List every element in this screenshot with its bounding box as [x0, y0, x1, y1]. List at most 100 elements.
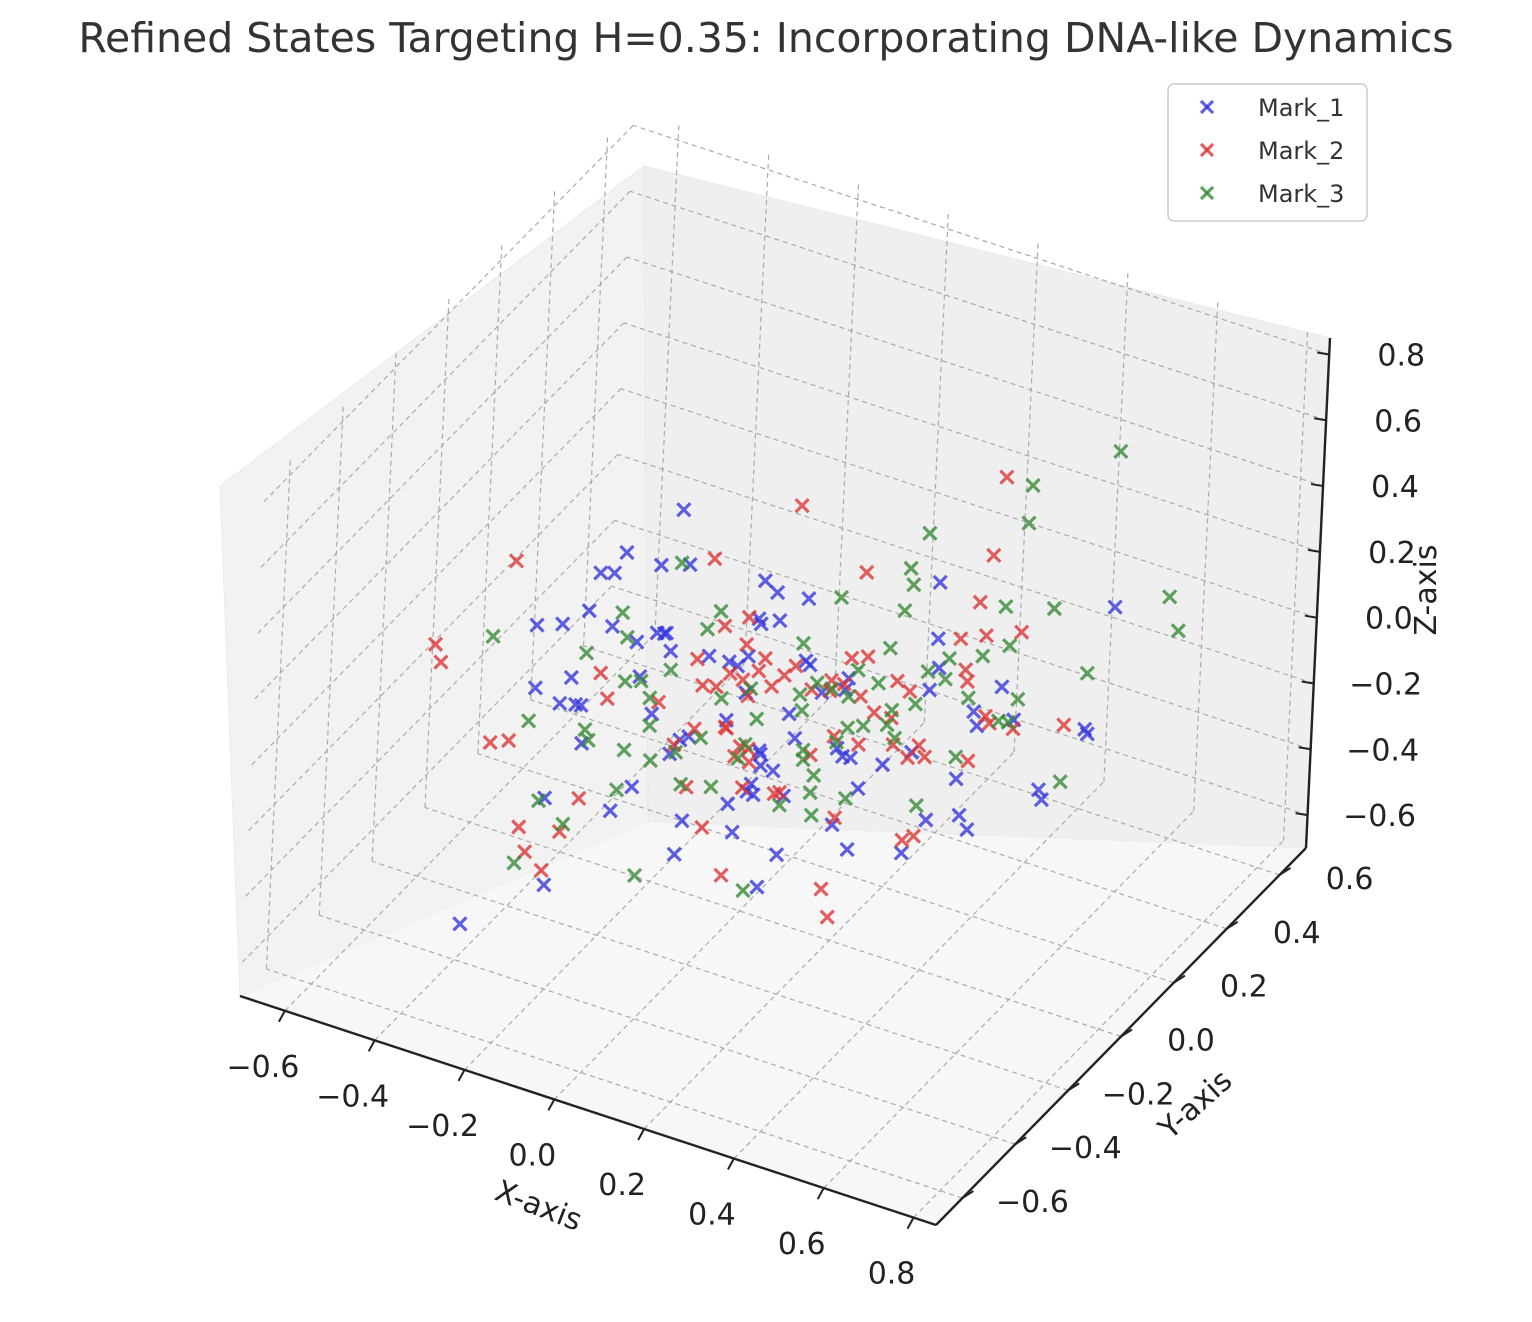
grid-line-z	[262, 125, 634, 503]
data-point	[837, 790, 854, 806]
data-point	[824, 681, 840, 697]
data-point	[1077, 721, 1093, 737]
grid-line-z	[259, 190, 631, 569]
grid-line-z	[253, 322, 625, 701]
data-point	[694, 677, 711, 694]
data-point	[673, 776, 689, 792]
data-point	[563, 669, 580, 686]
data-point	[555, 816, 571, 832]
data-point	[959, 822, 975, 838]
legend-label-mark-3: Mark_3	[1258, 180, 1344, 208]
y-tick-mark	[1067, 1082, 1080, 1092]
grid-line-x	[733, 781, 1105, 1159]
data-point	[999, 469, 1015, 485]
x-tick-label: 0.0	[508, 1138, 556, 1173]
data-point	[520, 713, 537, 729]
z-tick-label: 0.4	[1371, 470, 1419, 505]
data-point	[741, 609, 758, 625]
data-point	[787, 730, 803, 746]
x-tick-label: −0.2	[406, 1109, 479, 1144]
data-point	[604, 618, 621, 635]
data-point	[781, 706, 797, 722]
data-point	[805, 767, 822, 784]
data-point	[884, 702, 900, 718]
legend-label-mark-1: Mark_1	[1258, 94, 1344, 122]
data-point	[676, 502, 692, 518]
data-point	[663, 662, 679, 678]
data-point	[763, 678, 780, 695]
data-point	[839, 841, 855, 858]
data-point	[874, 757, 891, 773]
data-point	[745, 787, 761, 803]
data-point	[593, 665, 609, 681]
data-point	[602, 803, 618, 819]
data-point	[649, 625, 665, 641]
grid-line-x	[913, 840, 1284, 1219]
data-point	[757, 573, 774, 589]
data-point	[433, 654, 449, 670]
data-point	[951, 807, 967, 823]
data-point	[642, 690, 658, 706]
data-point	[1002, 638, 1018, 654]
x-tick-mark	[457, 1069, 466, 1082]
data-point	[617, 673, 633, 689]
grid-line-x	[1013, 241, 1039, 752]
data-point	[734, 779, 750, 796]
data-point	[922, 525, 938, 541]
data-point	[506, 855, 522, 871]
data-point	[722, 665, 738, 682]
z-tick-mark	[1310, 483, 1324, 488]
x-tick-label: 0.4	[688, 1198, 736, 1233]
data-point	[619, 544, 635, 561]
data-point	[1107, 599, 1123, 615]
data-point	[776, 667, 793, 683]
data-point	[619, 629, 635, 645]
grid-line-y	[265, 459, 292, 970]
data-point	[701, 648, 717, 664]
data-point	[737, 736, 753, 752]
data-point	[826, 810, 843, 826]
data-point	[721, 654, 737, 670]
data-point	[624, 779, 640, 795]
data-point	[855, 718, 871, 734]
data-point	[850, 780, 866, 797]
grid-line-y	[530, 189, 556, 700]
data-point	[932, 574, 948, 590]
z-axis-label: Z-axis	[1409, 545, 1444, 636]
x-tick-mark	[727, 1158, 735, 1170]
data-point	[739, 636, 755, 653]
x-tick-mark	[547, 1098, 556, 1111]
data-point	[902, 683, 918, 700]
data-point	[752, 758, 769, 774]
data-point	[840, 688, 857, 705]
data-point	[1010, 691, 1026, 707]
data-point	[978, 628, 995, 644]
grid-line-y	[371, 351, 397, 862]
z-tick-label: −0.6	[1343, 799, 1416, 834]
x-tick-label: −0.4	[316, 1079, 389, 1114]
data-point	[593, 565, 609, 581]
y-tick-mark	[961, 1190, 974, 1199]
x-tick-label: 0.2	[598, 1168, 646, 1203]
data-point	[642, 752, 658, 769]
data-point	[724, 824, 740, 840]
legend-item-mark-3[interactable]: Mark_3	[1199, 180, 1344, 208]
data-point	[771, 784, 788, 800]
grid-line-x	[553, 721, 925, 1100]
data-point	[930, 631, 946, 647]
z-tick-label: −0.4	[1346, 733, 1419, 768]
data-point	[577, 721, 593, 738]
legend-frame	[1167, 83, 1368, 222]
data-point	[527, 680, 543, 696]
x-tick-label: 0.8	[868, 1257, 916, 1292]
data-point	[689, 651, 706, 667]
data-point	[1052, 774, 1068, 790]
x-axis-label: X-axis	[490, 1174, 587, 1239]
data-point	[644, 706, 660, 722]
legend-item-mark-2[interactable]: Mark_2	[1199, 137, 1344, 165]
data-point	[650, 694, 667, 710]
legend-item-mark-1[interactable]: Mark_1	[1199, 94, 1344, 122]
data-point	[708, 679, 724, 695]
data-point	[809, 675, 825, 691]
